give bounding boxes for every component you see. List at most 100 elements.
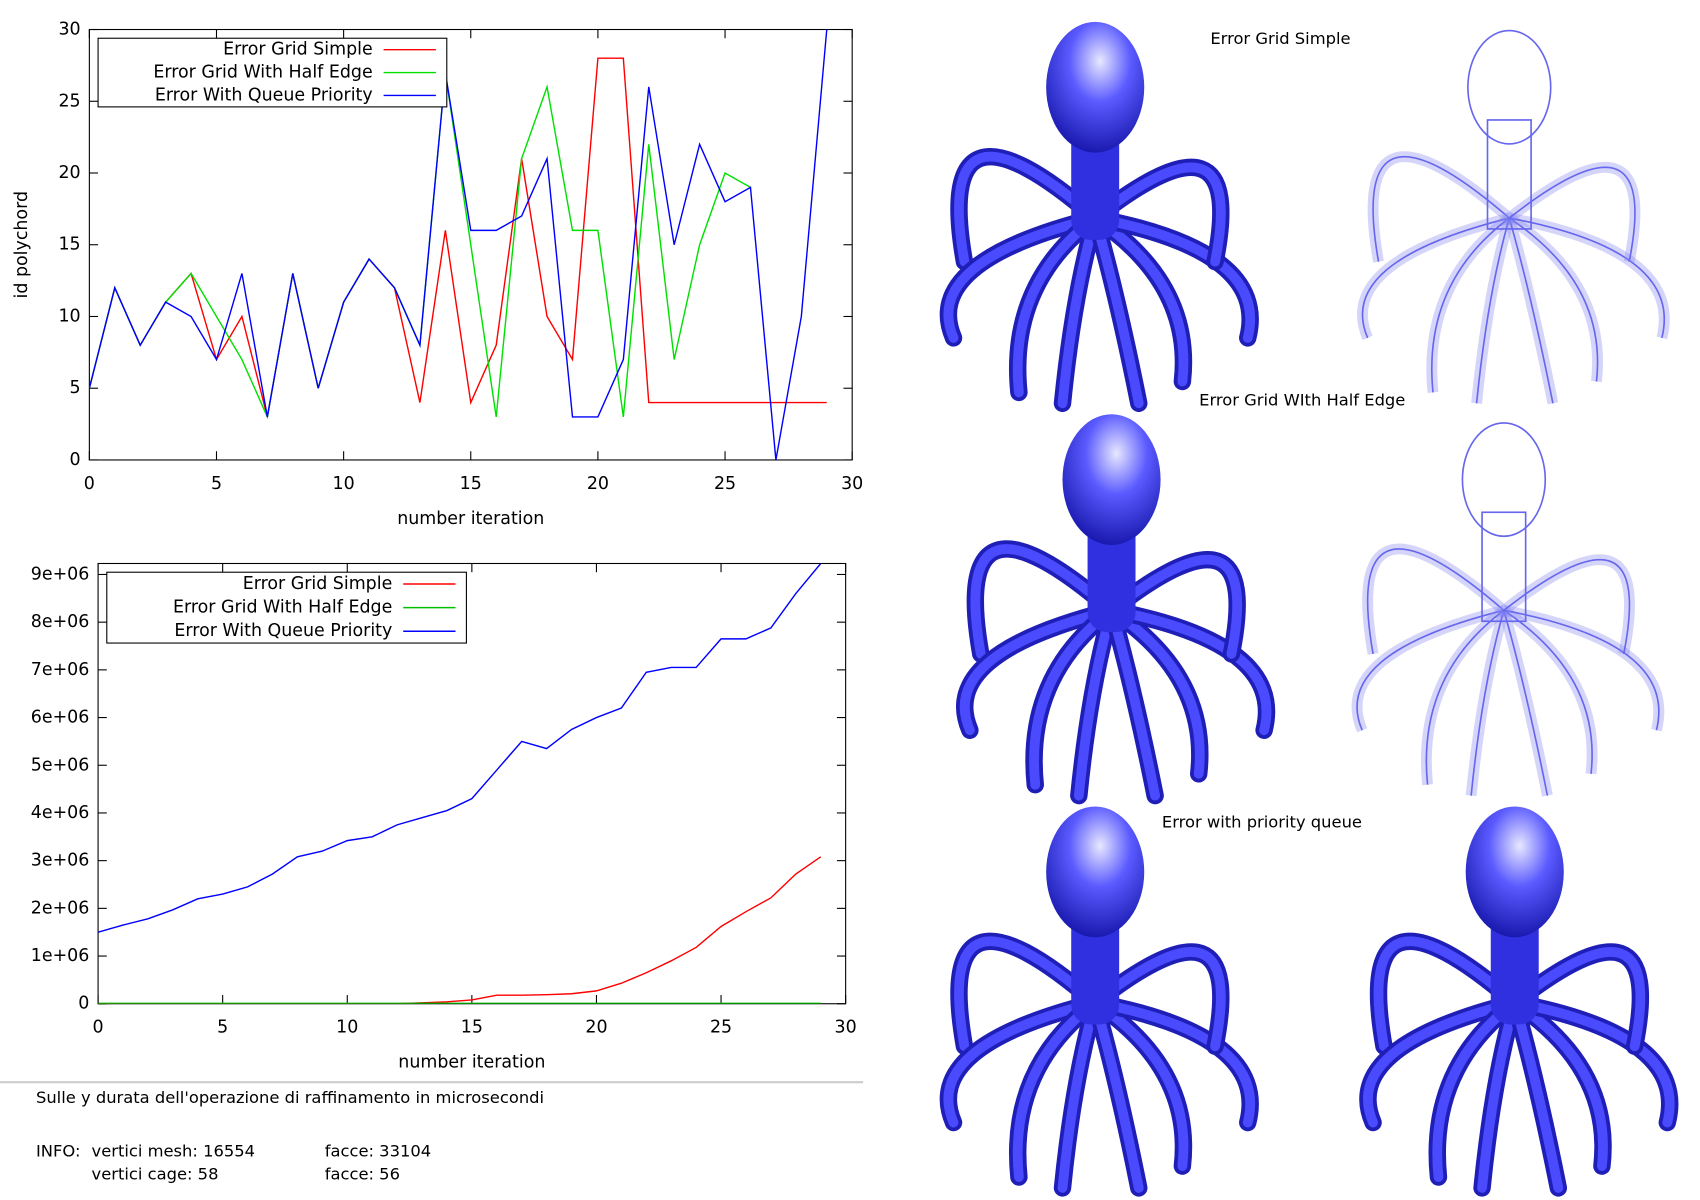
info-text: vertici mesh: 16554 [92, 1141, 256, 1160]
arm [1012, 997, 1101, 1182]
arm [1106, 554, 1243, 659]
wireframe-render [1357, 29, 1670, 405]
wire-arm [1425, 609, 1505, 785]
render-title: Error Grid WIth Half Edge [1199, 391, 1405, 410]
legend-label: Error With Queue Priority [155, 85, 373, 105]
wire-body [1486, 119, 1532, 230]
mesh-render [939, 21, 1259, 413]
x-tick-label: 15 [461, 1018, 483, 1038]
series-line [98, 563, 822, 933]
arm [970, 544, 1117, 659]
series-line [98, 856, 822, 1004]
series-line [89, 57, 827, 418]
wire-arm [1508, 217, 1554, 404]
head [1465, 806, 1564, 938]
head [1062, 414, 1161, 545]
wire-body [1481, 511, 1527, 623]
head [1046, 21, 1145, 153]
arm [1106, 605, 1205, 779]
legend-label: Error Grid With Half Edge [173, 598, 392, 618]
y-tick-label: 15 [58, 235, 80, 255]
y-tick-label: 8e+06 [31, 612, 90, 632]
y-tick-label: 7e+06 [31, 660, 90, 680]
y-tick-label: 5 [70, 378, 81, 398]
wire-head [1467, 29, 1552, 145]
mesh-render [1359, 806, 1679, 1197]
x-tick-label: 10 [333, 474, 355, 494]
info-text: facce: 33104 [325, 1141, 431, 1160]
wire-arm [1366, 548, 1505, 655]
x-tick-label: 30 [835, 1018, 857, 1038]
wire-arm [1367, 151, 1513, 263]
y-tick-label: 6e+06 [31, 708, 90, 728]
arm [1509, 997, 1608, 1172]
x-tick-label: 30 [841, 474, 863, 494]
y-tick-label: 0 [70, 450, 81, 470]
x-axis-label: number iteration [398, 1053, 545, 1073]
arm [1012, 213, 1101, 398]
wire-arm [1503, 610, 1549, 796]
wire-arm [1362, 543, 1508, 655]
y-tick-label: 30 [58, 20, 80, 40]
arm [1373, 936, 1520, 1052]
arm [1432, 997, 1520, 1182]
mesh-render [956, 414, 1276, 805]
arm [1090, 213, 1189, 387]
x-tick-label: 5 [217, 1018, 228, 1038]
wire-arm [1509, 217, 1666, 339]
y-tick-label: 5e+06 [31, 755, 90, 775]
y-tick-label: 25 [58, 91, 80, 111]
wire-arm [1361, 217, 1510, 339]
arm [1363, 997, 1520, 1128]
series-line [89, 29, 828, 460]
y-tick-label: 20 [58, 163, 80, 183]
head [1046, 806, 1145, 938]
wire-arm [1503, 609, 1593, 774]
y-tick-label: 3e+06 [31, 851, 90, 871]
x-tick-label: 0 [93, 1018, 104, 1038]
mesh-render [939, 806, 1259, 1197]
legend-label: Error Grid Simple [243, 574, 393, 594]
arm [943, 997, 1101, 1128]
wire-arm [1508, 166, 1636, 262]
arm [1090, 947, 1226, 1052]
legend-label: Error With Queue Priority [174, 621, 392, 641]
x-tick-label: 25 [714, 474, 736, 494]
y-axis-label: id polychord [12, 191, 32, 299]
x-axis-label: number iteration [397, 509, 544, 529]
x-tick-label: 5 [211, 474, 222, 494]
wire-arm [1356, 609, 1505, 731]
wire-arm [1470, 610, 1505, 796]
arm [943, 213, 1101, 343]
wire-arm [1431, 217, 1510, 393]
arm [954, 936, 1101, 1052]
info-text: facce: 56 [325, 1164, 400, 1183]
info-label: INFO: [36, 1141, 81, 1160]
info-text: vertici cage: 58 [92, 1164, 219, 1183]
legend-label: Error Grid With Half Edge [153, 63, 372, 83]
render-title: Error Grid Simple [1210, 29, 1350, 48]
arm [1090, 162, 1226, 267]
arm [1509, 947, 1646, 1052]
y-tick-label: 1e+06 [31, 946, 90, 966]
legend-label: Error Grid Simple [223, 40, 373, 60]
wire-arm [1503, 609, 1660, 731]
arm [1029, 605, 1117, 790]
wire-arm [1508, 217, 1599, 382]
y-tick-label: 9e+06 [31, 564, 90, 584]
wireframe-render [1351, 422, 1665, 797]
arm [959, 605, 1117, 736]
wire-arm [1372, 155, 1510, 262]
wire-arm [1475, 217, 1511, 404]
y-tick-label: 0 [78, 994, 89, 1014]
x-tick-label: 20 [587, 474, 609, 494]
x-tick-label: 10 [336, 1018, 358, 1038]
wire-head [1461, 422, 1547, 538]
y-tick-label: 2e+06 [31, 898, 90, 918]
y-tick-label: 10 [58, 306, 80, 326]
x-tick-label: 20 [585, 1018, 607, 1038]
x-tick-label: 15 [460, 474, 482, 494]
note: Sulle y durata dell'operazione di raffin… [36, 1088, 544, 1107]
wire-arm [1503, 558, 1631, 655]
